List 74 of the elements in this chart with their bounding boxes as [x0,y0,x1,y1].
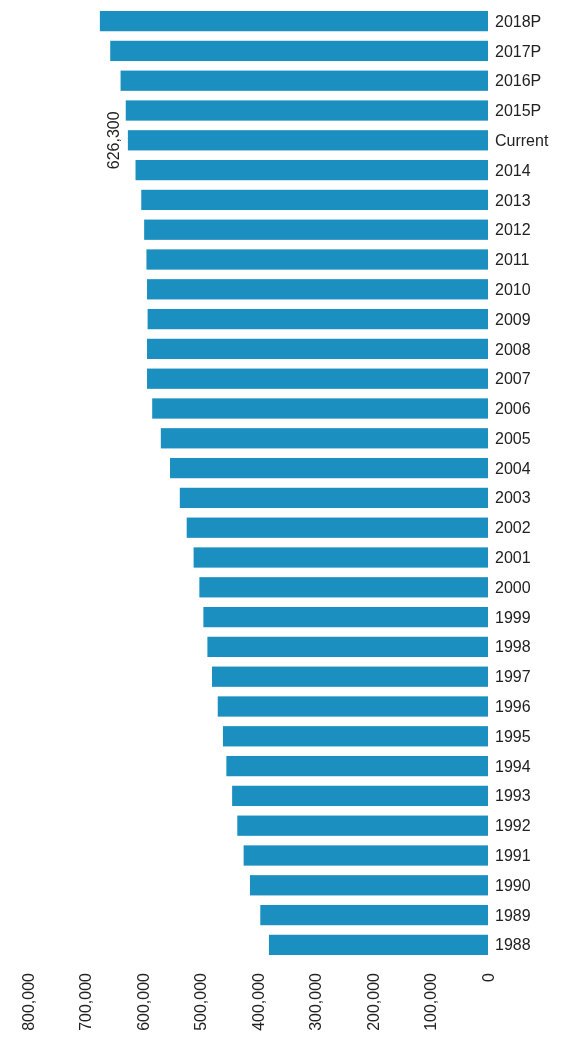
bar [217,696,488,717]
y-tick-label: 2002 [495,519,531,537]
bar [147,338,488,360]
bar [99,10,488,32]
y-tick-label: 2010 [495,280,531,298]
y-tick-label: 2006 [495,400,531,418]
y-tick-label: 2012 [495,221,531,239]
y-tick-label: 2001 [495,549,531,567]
y-tick-label: 1997 [495,668,531,686]
y-tick-label: 2005 [495,429,531,447]
y-tick-label: 2015P [495,102,542,120]
y-tick-label: 2014 [495,161,531,179]
x-tick-label: 600,000 [134,972,152,1031]
bar [127,130,488,151]
x-tick-label: 800,000 [19,972,37,1031]
bar [203,606,488,628]
y-tick-label: Current [495,131,549,149]
y-tick-label: 1988 [495,936,531,954]
y-tick-label: 2007 [495,370,531,388]
bar [144,219,488,240]
y-tick-label: 1989 [495,906,531,924]
y-tick-label: 2016P [495,72,542,90]
y-tick-label: 2003 [495,489,531,507]
y-tick-label: 1991 [495,847,531,865]
x-tick-label: 500,000 [192,972,210,1031]
y-tick-label: 2000 [495,578,531,596]
x-tick-label: 400,000 [249,972,267,1031]
y-tick-label: 2008 [495,340,531,358]
bar [186,517,488,538]
y-tick-label: 2018P [495,12,542,30]
bar [207,636,488,658]
bar [232,785,488,807]
y-tick-label: 1996 [495,698,531,716]
bar [268,934,488,956]
y-tick-label: 1999 [495,608,531,626]
bar [243,845,488,866]
bar [226,755,488,777]
y-tick-label: 2013 [495,191,531,209]
y-tick-label: 1994 [495,757,531,775]
y-tick-label: 2009 [495,310,531,328]
x-tick-label: 100,000 [422,972,440,1031]
bar [147,368,488,389]
y-tick-label: 1993 [495,787,531,805]
y-tick-label: 1990 [495,876,531,894]
bar [237,815,488,836]
data-label: 626,300 [105,111,123,170]
bar [135,159,488,181]
bar [199,577,488,598]
bar [222,726,488,747]
bar [212,666,488,687]
bar [120,70,488,91]
y-tick-label: 2017P [495,42,542,60]
y-tick-label: 1995 [495,727,531,745]
bar [110,40,488,62]
bar [125,100,488,121]
x-tick-label: 0 [479,972,497,982]
bar [146,249,488,270]
y-tick-label: 1992 [495,817,531,835]
x-tick-label: 200,000 [364,972,382,1031]
bar [170,457,488,479]
bar [147,279,488,300]
bar [179,487,488,509]
x-tick-label: 700,000 [77,972,95,1031]
bar [193,547,488,568]
y-tick-label: 1998 [495,638,531,656]
bar [160,428,488,449]
y-tick-label: 2011 [495,251,530,269]
y-tick-label: 2004 [495,459,531,477]
bar [147,308,488,330]
bar [141,189,488,211]
bar [249,875,488,896]
x-tick-label: 300,000 [307,972,325,1031]
bar [152,398,488,419]
bar [260,904,488,926]
